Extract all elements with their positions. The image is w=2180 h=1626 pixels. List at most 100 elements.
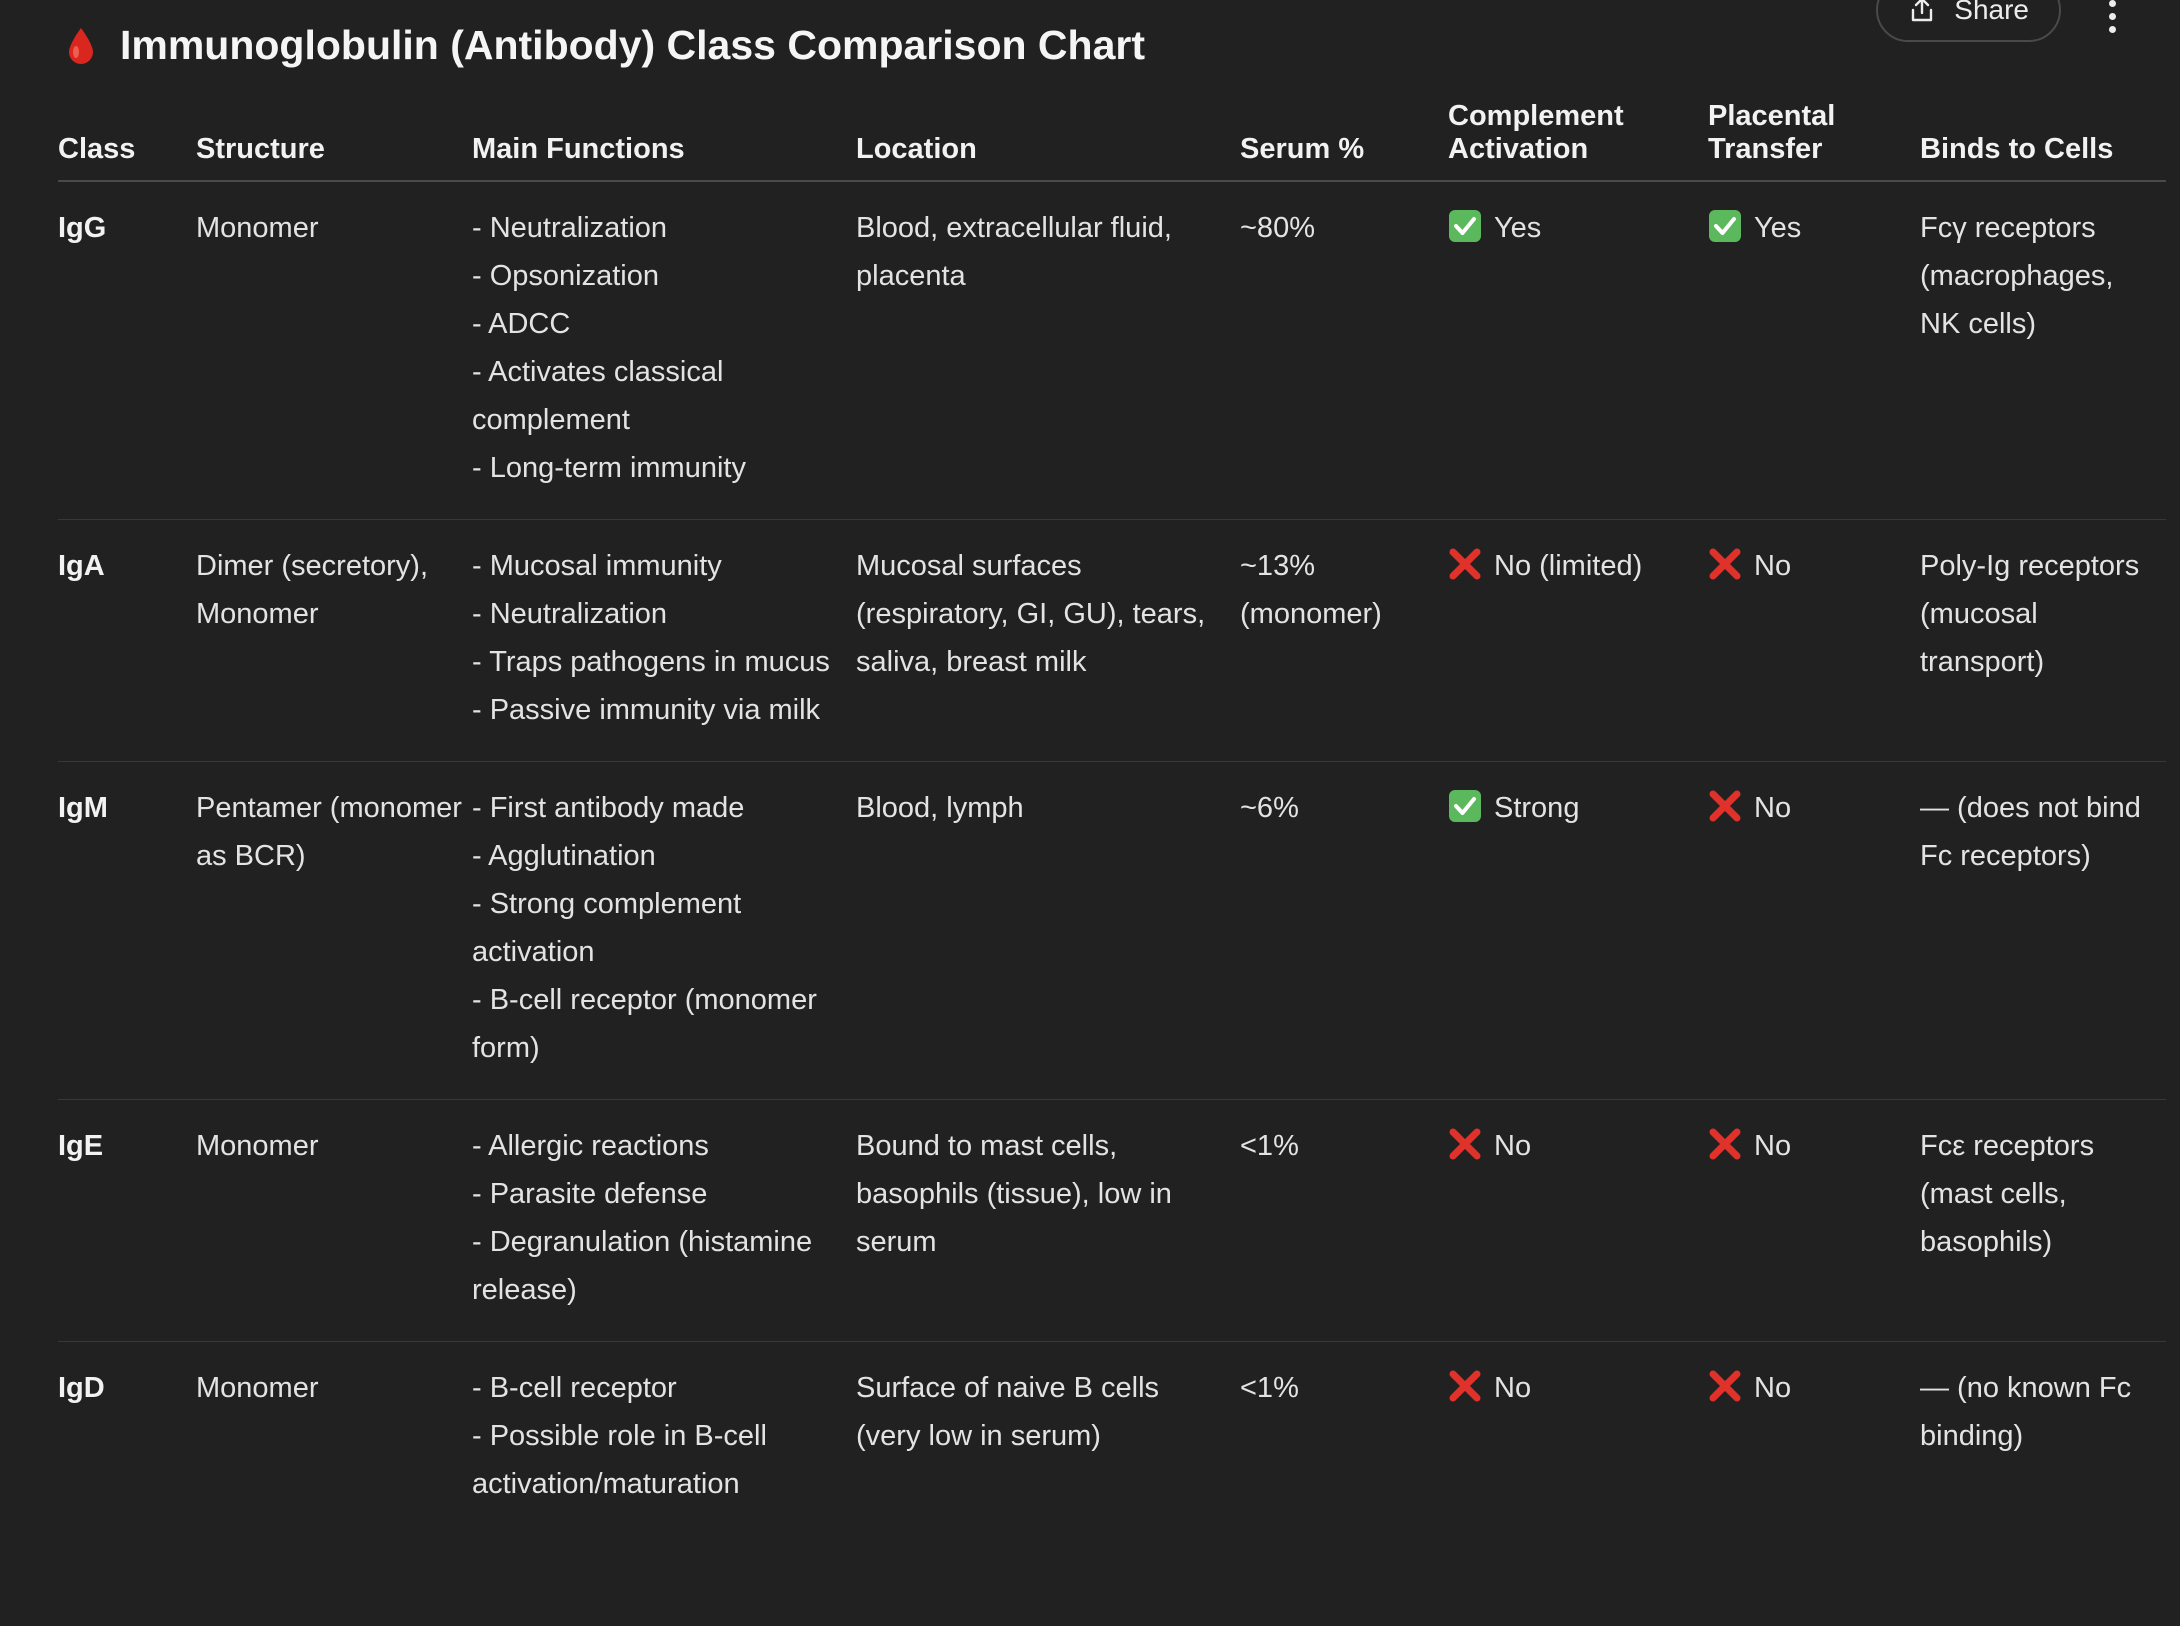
cell-serum: ~6% (1240, 761, 1448, 1100)
function-item: - First antibody made (472, 792, 745, 824)
cell-structure: Dimer (secretory), Monomer (196, 519, 472, 762)
function-item: - Neutralization (472, 598, 668, 630)
check-mark-icon (1448, 209, 1482, 243)
complement-text: No (limited) (1494, 550, 1643, 582)
function-item: - Neutralization (472, 212, 668, 244)
cell-functions: - B-cell receptor - Possible role in B-ce… (472, 1342, 856, 1536)
share-button-label: Share (1954, 0, 2029, 25)
placental-text: Yes (1754, 212, 1802, 244)
function-item: - Allergic reactions (472, 1130, 709, 1162)
cell-location: Blood, lymph (856, 761, 1240, 1100)
share-icon (1908, 0, 1936, 24)
table-row: IgG Monomer - Neutralization - Opsonization… (58, 181, 2166, 520)
cell-structure: Monomer (196, 1099, 472, 1342)
more-vertical-icon[interactable] (2101, 0, 2124, 43)
cell-serum: <1% (1240, 1372, 1299, 1404)
cell-functions: - Allergic reactions - Parasite defense - … (472, 1099, 856, 1342)
cell-serum: <1% (1240, 1099, 1448, 1342)
cell-structure: Pentamer (monomer as BCR) (196, 761, 472, 1100)
share-button[interactable]: Share (1876, 0, 2061, 42)
cell-class: IgG (58, 181, 196, 520)
function-item: - Traps pathogens in mucus (472, 646, 830, 678)
cell-functions: - Mucosal immunity - Neutralization - Trap… (472, 519, 856, 762)
placental-text: No (1754, 1130, 1792, 1162)
cell-functions: - First antibody made - Agglutination - St… (472, 761, 856, 1100)
cell-functions: - Neutralization - Opsonization - ADCC - Ac… (472, 181, 856, 520)
cell-binds: Fcγ receptors (macrophages, NK cells) (1920, 181, 2166, 520)
cell-structure: Monomer (196, 1372, 319, 1404)
cell-class: IgA (58, 519, 196, 762)
complement-text: No (1494, 1372, 1532, 1404)
cell-class: IgE (58, 1099, 196, 1342)
placental-text: No (1754, 550, 1792, 582)
table-row: IgD Monomer - B-cell receptor - Possible ro… (58, 1342, 2166, 1536)
cell-location: Bound to mast cells, basophils (tissue),… (856, 1099, 1240, 1342)
cell-placental: No (1708, 519, 1920, 762)
function-item: - Long-term immunity (472, 452, 746, 484)
page-title: Immunoglobulin (Antibody) Class Comparis… (66, 22, 1145, 69)
cell-serum: ~13% (monomer) (1240, 519, 1448, 762)
function-item: - Passive immunity via milk (472, 694, 821, 726)
cell-placental: No (1708, 1342, 1920, 1536)
header-placental: Placental Transfer (1708, 100, 1920, 182)
function-item: - Activates classical complement (472, 356, 724, 436)
cross-mark-icon (1448, 1127, 1482, 1161)
cross-mark-icon (1708, 1127, 1742, 1161)
placental-text: No (1754, 792, 1792, 824)
table-body: IgG Monomer - Neutralization - Opsonization… (58, 181, 2166, 1535)
cell-complement: No (1448, 1342, 1708, 1536)
table-header-row: Class Structure Main Functions Location … (58, 100, 2166, 182)
header-binds: Binds to Cells (1920, 100, 2166, 182)
function-item: - Mucosal immunity (472, 550, 722, 582)
blood-drop-icon (66, 26, 96, 66)
table-row: IgM Pentamer (monomer as BCR) - First anti… (58, 761, 2166, 1100)
cell-location: Blood, extracellular fluid, placenta (856, 181, 1240, 520)
ig-comparison-table: Class Structure Main Functions Location … (58, 100, 2166, 1535)
cell-class: IgM (58, 761, 196, 1100)
cross-mark-icon (1708, 1369, 1742, 1403)
cell-placental: No (1708, 761, 1920, 1100)
table-row: IgE Monomer - Allergic reactions - Parasite… (58, 1099, 2166, 1342)
cross-mark-icon (1708, 789, 1742, 823)
cross-mark-icon (1708, 547, 1742, 581)
cell-binds: — (does not bind Fc receptors) (1920, 761, 2166, 1100)
function-item: - Agglutination (472, 840, 656, 872)
complement-text: No (1494, 1130, 1532, 1162)
header-complement: Complement Activation (1448, 100, 1708, 182)
cell-class: IgD (58, 1372, 105, 1404)
top-toolbar: Share (1876, 0, 2124, 43)
cell-complement: Strong (1448, 761, 1708, 1100)
cell-structure: Monomer (196, 181, 472, 520)
cell-placental: No (1708, 1099, 1920, 1342)
function-item: - B-cell receptor (monomer form) (472, 984, 817, 1064)
cell-location: Mucosal surfaces (respiratory, GI, GU), … (856, 519, 1240, 762)
page-title-text: Immunoglobulin (Antibody) Class Comparis… (120, 22, 1145, 68)
cell-placental: Yes (1708, 181, 1920, 520)
cell-serum: ~80% (1240, 181, 1448, 520)
function-item: - Strong complement activation (472, 888, 742, 968)
function-item: - B-cell receptor (472, 1372, 677, 1404)
header-serum: Serum % (1240, 100, 1448, 182)
function-item: - Possible role in B-cell activation/mat… (472, 1420, 767, 1500)
header-functions: Main Functions (472, 100, 856, 182)
table-row: IgA Dimer (secretory), Monomer - Mucosal i… (58, 519, 2166, 762)
header-class: Class (58, 100, 196, 182)
cell-location: Surface of naive B cells (very low in se… (856, 1372, 1160, 1452)
complement-text: Yes (1494, 212, 1542, 244)
cell-binds: Poly-Ig receptors (mucosal transport) (1920, 519, 2166, 762)
cell-complement: No (1448, 1099, 1708, 1342)
function-item: - Degranulation (histamine release) (472, 1226, 813, 1306)
function-item: - ADCC (472, 308, 571, 340)
complement-text: Strong (1494, 792, 1580, 824)
placental-text: No (1754, 1372, 1792, 1404)
check-mark-icon (1448, 789, 1482, 823)
cell-complement: Yes (1448, 181, 1708, 520)
function-item: - Opsonization (472, 260, 659, 292)
cross-mark-icon (1448, 1369, 1482, 1403)
cell-binds: — (no known Fc binding) (1920, 1372, 2132, 1452)
cell-binds: Fcε receptors (mast cells, basophils) (1920, 1099, 2166, 1342)
header-structure: Structure (196, 100, 472, 182)
check-mark-icon (1708, 209, 1742, 243)
cell-complement: No (limited) (1448, 519, 1708, 762)
function-item: - Parasite defense (472, 1178, 708, 1210)
